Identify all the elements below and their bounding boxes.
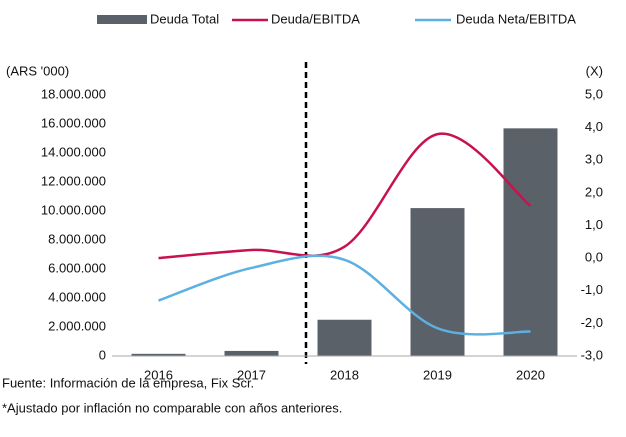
line [158, 254, 531, 336]
y2-tick-label: 2,0 [585, 184, 603, 199]
y-tick-label: 2.000.000 [48, 318, 106, 333]
y2-tick-label: -1,0 [581, 282, 603, 297]
y-tick-label: 18.000.000 [41, 86, 106, 101]
source-note: Fuente: Información de la empresa, Fix S… [2, 375, 254, 390]
y-tick-label: 16.000.000 [41, 115, 106, 130]
y-axis-label: (ARS '000) [6, 63, 69, 78]
y-tick-label: 8.000.000 [48, 231, 106, 246]
y2-tick-label: 5,0 [585, 86, 603, 101]
legend-swatch [97, 15, 147, 24]
y-tick-label: 6.000.000 [48, 260, 106, 275]
legend-label: Deuda Total [150, 11, 219, 26]
x-tick-label: 2017 [237, 367, 266, 382]
footnote: *Ajustado por inflación no comparable co… [2, 400, 342, 415]
y2-tick-label: 3,0 [585, 152, 603, 167]
y2-tick-label: 1,0 [585, 217, 603, 232]
y2-tick-label: 0,0 [585, 250, 603, 265]
bar [224, 350, 279, 356]
bar [131, 353, 186, 356]
bar [503, 128, 558, 356]
y-tick-label: 0 [99, 347, 106, 362]
y-tick-label: 10.000.000 [41, 202, 106, 217]
x-tick-label: 2020 [516, 367, 545, 382]
y2-axis-label: (X) [586, 63, 603, 78]
y2-tick-label: -3,0 [581, 347, 603, 362]
x-tick-label: 2016 [144, 367, 173, 382]
x-tick-label: 2019 [423, 367, 452, 382]
line [158, 132, 532, 260]
bar [410, 208, 465, 356]
bar [317, 319, 372, 356]
legend-label: Deuda Neta/EBITDA [456, 11, 576, 26]
x-tick-label: 2018 [330, 367, 359, 382]
y-tick-label: 4.000.000 [48, 289, 106, 304]
y-tick-label: 12.000.000 [41, 173, 106, 188]
y-tick-label: 14.000.000 [41, 144, 106, 159]
y2-tick-label: 4,0 [585, 119, 603, 134]
y2-tick-label: -2,0 [581, 315, 603, 330]
legend-label: Deuda/EBITDA [271, 11, 360, 26]
